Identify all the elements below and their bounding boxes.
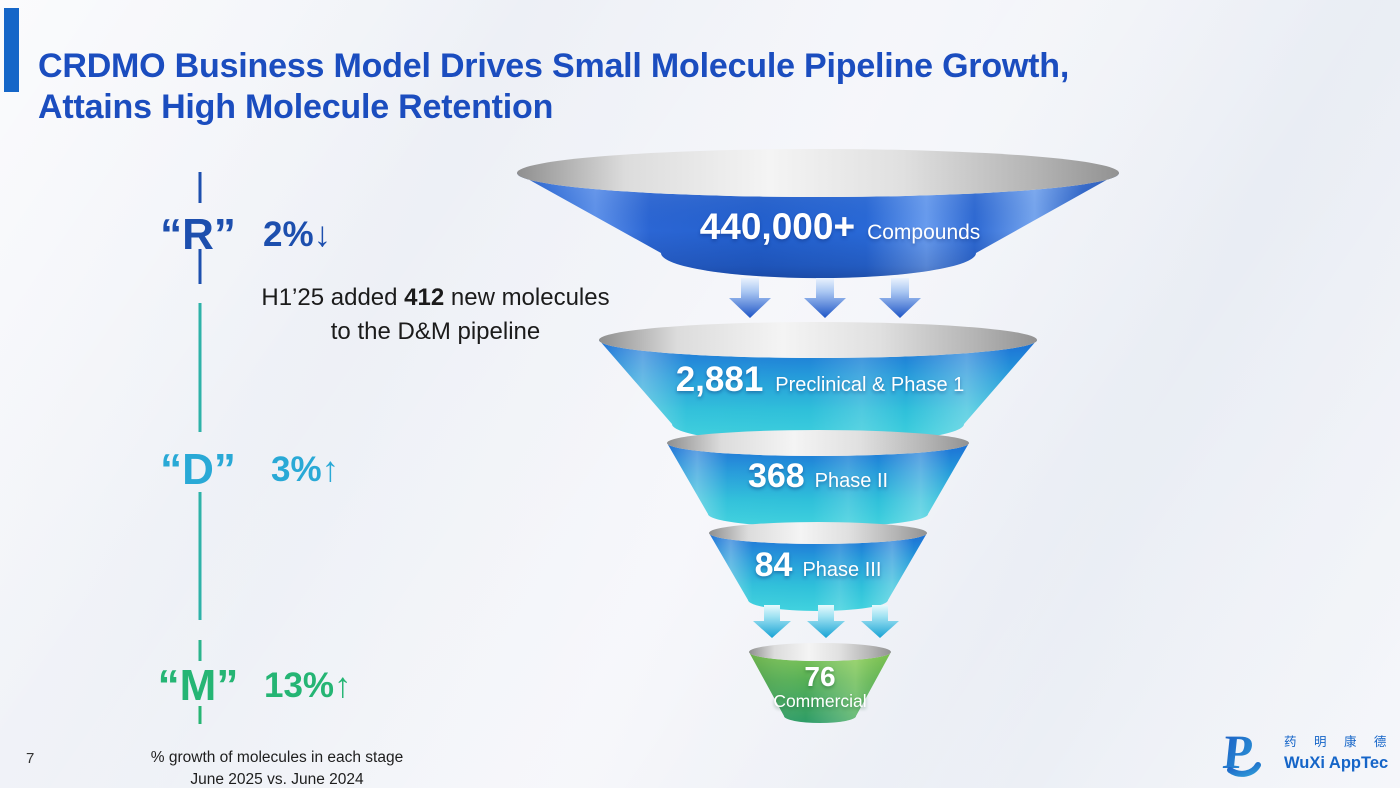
page-number: 7	[26, 750, 35, 767]
stage-name: Phase III	[802, 559, 882, 581]
logo-chinese-text: 药 明 康 德	[1284, 734, 1393, 749]
growth-m: 13%↑	[264, 666, 352, 705]
stage-name: Phase II	[814, 470, 889, 492]
stage-value: 2,881	[675, 360, 764, 399]
stage-name: Compounds	[867, 221, 981, 244]
footnote: % growth of molecules in each stage June…	[112, 747, 442, 788]
title-accent-bar	[4, 8, 19, 92]
stage-value: 440,000+	[699, 206, 856, 247]
growth-d: 3%↑	[271, 450, 340, 489]
funnel-text-commercial: 76 Commercial	[745, 663, 895, 711]
stage-label-m: “M”	[157, 661, 239, 710]
footnote-line1: % growth of molecules in each stage	[150, 749, 404, 766]
growth-r: 2%↓	[263, 215, 332, 254]
arrows-blue	[729, 278, 921, 318]
logo-p-icon: P	[1220, 726, 1261, 779]
arrow-down-icon	[879, 278, 921, 318]
funnel-stage-commercial	[749, 643, 891, 723]
annotation-new-molecules: H1’25 added 412 new molecules to the D&M…	[233, 281, 638, 349]
stage-name: Preclinical & Phase 1	[775, 374, 965, 396]
stage-value: 84	[754, 546, 793, 584]
funnel-rim	[709, 522, 927, 544]
funnel-rim	[599, 322, 1037, 358]
funnel-rim	[749, 643, 891, 661]
funnel-stage-preclinical-phase1	[599, 322, 1037, 444]
funnel-stage-phase3	[709, 522, 927, 611]
funnel-stage-phase2	[667, 430, 969, 527]
annotation-suffix: new molecules	[444, 284, 610, 311]
logo-english-text: WuXi AppTec	[1284, 754, 1388, 772]
arrow-down-icon	[804, 278, 846, 318]
arrow-down-icon	[753, 605, 791, 638]
arrow-down-icon	[807, 605, 845, 638]
funnel-text-phase3: 84 Phase III	[710, 546, 926, 585]
wuxi-apptec-logo: P 药 明 康 德 WuXi AppTec	[1220, 726, 1393, 779]
footnote-line2: June 2025 vs. June 2024	[190, 771, 364, 788]
stage-label-d: “D”	[160, 445, 236, 494]
annotation-prefix: H1’25 added	[261, 284, 405, 311]
stage-value: 368	[747, 457, 805, 495]
funnel-text-preclinical-phase1: 2,881 Preclinical & Phase 1	[620, 360, 1020, 400]
annotation-count: 412	[404, 284, 445, 311]
stage-label-r: “R”	[160, 210, 236, 259]
stage-name: Commercial	[773, 691, 867, 711]
annotation-line2: to the D&M pipeline	[330, 318, 541, 345]
funnel-rim	[517, 149, 1119, 197]
funnel-text-compounds: 440,000+ Compounds	[540, 206, 1140, 248]
page-title: CRDMO Business Model Drives Small Molecu…	[38, 46, 1338, 128]
arrows-cyan	[753, 605, 899, 638]
stage-value: 76	[804, 661, 836, 692]
title-line-2: Attains High Molecule Retention	[38, 88, 554, 126]
arrow-down-icon	[729, 278, 771, 318]
funnel-text-phase2: 368 Phase II	[668, 457, 968, 496]
arrow-down-icon	[861, 605, 899, 638]
title-line-1: CRDMO Business Model Drives Small Molecu…	[38, 47, 1070, 85]
funnel-rim	[667, 430, 969, 456]
funnel-stage-compounds	[517, 149, 1119, 279]
